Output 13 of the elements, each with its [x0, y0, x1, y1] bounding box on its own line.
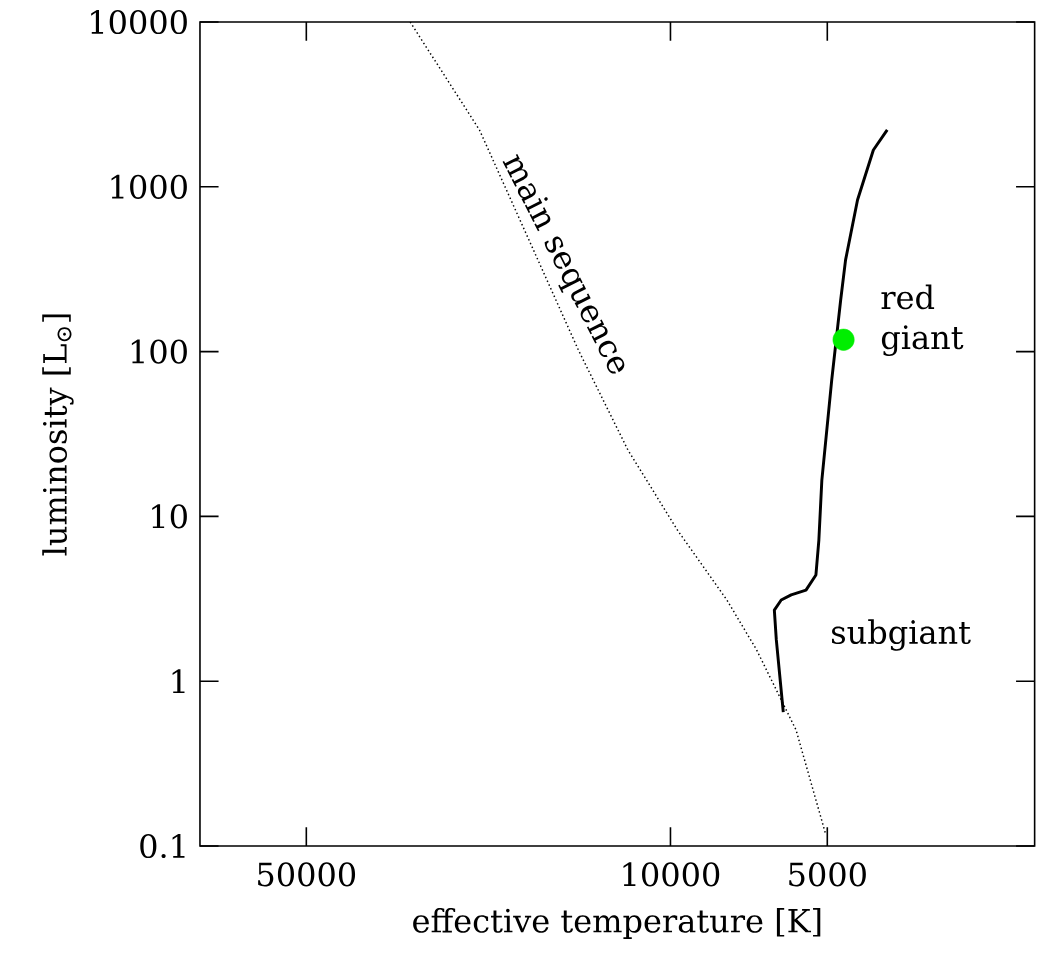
y-tick-label: 1 [172, 669, 185, 694]
y-tick-label: 10000 [91, 9, 187, 35]
x-axis-title: effective temperature [K] [413, 908, 821, 940]
x-tick-label: 50000 [258, 862, 356, 887]
y-tick-label: 10 [152, 504, 187, 529]
x-tick-label: 10000 [623, 862, 720, 887]
annotation: red giant [881, 284, 964, 356]
annotation: subgiant [832, 619, 971, 651]
y-tick-label: 100 [131, 339, 187, 364]
y-tick-label: 1000 [111, 174, 187, 199]
y-tick-label: 0.1 [140, 833, 185, 859]
x-tick-label: 5000 [789, 862, 866, 887]
y-axis-title: luminosity [L$_{⊙}$] [42, 314, 74, 556]
